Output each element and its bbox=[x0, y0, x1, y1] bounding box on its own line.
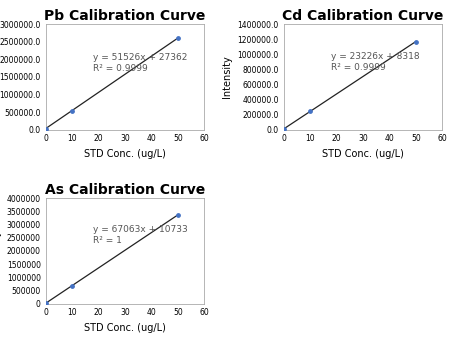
Point bbox=[174, 35, 181, 41]
Point bbox=[411, 39, 419, 44]
Point bbox=[68, 108, 76, 113]
Point bbox=[174, 212, 181, 218]
Title: Cd Calibration Curve: Cd Calibration Curve bbox=[282, 9, 443, 23]
X-axis label: STD Conc. (ug/L): STD Conc. (ug/L) bbox=[321, 149, 403, 159]
Point bbox=[42, 300, 49, 306]
Point bbox=[68, 283, 76, 288]
Point bbox=[42, 126, 49, 131]
Text: y = 23226x + 8318
R² = 0.9999: y = 23226x + 8318 R² = 0.9999 bbox=[330, 52, 419, 71]
Point bbox=[279, 126, 287, 132]
Y-axis label: Intensity: Intensity bbox=[0, 229, 1, 272]
X-axis label: STD Conc. (ug/L): STD Conc. (ug/L) bbox=[84, 149, 166, 159]
Text: y = 67063x + 10733
R² = 1: y = 67063x + 10733 R² = 1 bbox=[93, 225, 187, 245]
Text: y = 51526x + 27362
R² = 0.9999: y = 51526x + 27362 R² = 0.9999 bbox=[93, 53, 187, 72]
Title: As Calibration Curve: As Calibration Curve bbox=[45, 183, 205, 197]
X-axis label: STD Conc. (ug/L): STD Conc. (ug/L) bbox=[84, 323, 166, 333]
Title: Pb Calibration Curve: Pb Calibration Curve bbox=[44, 9, 205, 23]
Y-axis label: Intensity: Intensity bbox=[222, 56, 232, 98]
Point bbox=[306, 109, 313, 114]
